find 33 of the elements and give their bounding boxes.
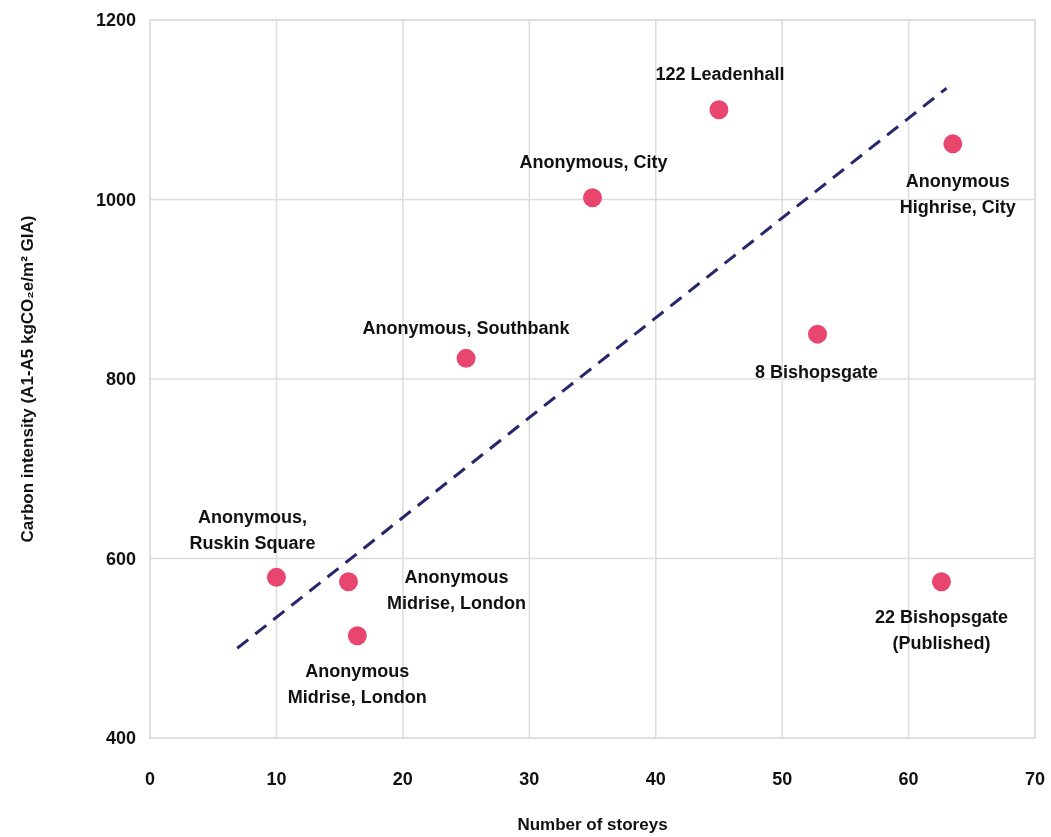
annotation: 22 Bishopsgate (Published) (874, 606, 1008, 653)
x-tick-label: 60 (898, 769, 919, 789)
annotation: Anonymous Midrise, London (287, 660, 427, 707)
point (456, 348, 476, 368)
y-tick-label: 400 (105, 728, 136, 748)
annotation: Anonymous Highrise, City (899, 170, 1016, 217)
annotation: Anonymous, Southbank (362, 318, 571, 339)
y-tick-label: 1000 (95, 189, 136, 210)
point (338, 572, 358, 592)
point (266, 567, 286, 587)
annotation: Anonymous, City (519, 151, 668, 172)
point (709, 100, 729, 120)
x-tick-label: 0 (144, 769, 156, 789)
x-axis-title: Number of storeys (517, 815, 668, 834)
annotation: Anonymous Midrise, London (386, 566, 526, 613)
point (347, 626, 367, 646)
point (583, 188, 602, 208)
y-tick-label: 800 (105, 369, 136, 389)
point (943, 134, 963, 154)
x-tick-label: 40 (645, 769, 666, 789)
x-tick-label: 10 (266, 769, 287, 789)
x-tick-label: 20 (392, 769, 413, 789)
x-tick-label: 50 (772, 769, 793, 789)
y-tick-label: 600 (105, 548, 136, 569)
y-tick-label: 1200 (95, 10, 136, 30)
point (808, 324, 828, 344)
point (931, 572, 951, 592)
annotation: 8 Bishopsgate (755, 362, 879, 383)
x-tick-label: 30 (519, 769, 540, 789)
y-axis-title: Carbon intensity (A1-A5 kgCO₂e/m² GIA) (18, 215, 37, 543)
annotation: Anonymous, Ruskin Square (189, 507, 316, 554)
x-tick-label: 70 (1024, 769, 1046, 789)
annotation: 122 Leadenhall (655, 63, 785, 84)
